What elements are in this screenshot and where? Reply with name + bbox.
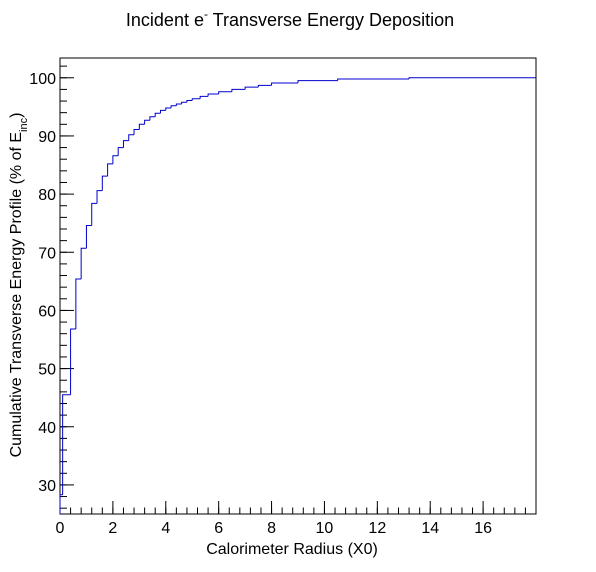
histogram-step bbox=[149, 116, 156, 121]
x-axis-label: Calorimeter Radius (X0) bbox=[206, 541, 378, 558]
histogram-step bbox=[112, 155, 119, 164]
histogram-step bbox=[207, 93, 219, 97]
histogram-step bbox=[218, 91, 232, 95]
y-tick-label: 40 bbox=[38, 420, 56, 437]
y-axis-label: Cumulative Transverse Energy Profile (% … bbox=[8, 113, 30, 458]
histogram-step bbox=[70, 328, 76, 395]
x-tick-label: 14 bbox=[421, 520, 439, 537]
histogram-step bbox=[154, 112, 161, 117]
histogram-step bbox=[138, 123, 145, 130]
histogram-step bbox=[257, 84, 272, 88]
histogram-step bbox=[91, 202, 98, 226]
x-tick-label: 6 bbox=[214, 520, 223, 537]
histogram-step bbox=[144, 119, 150, 125]
histogram-step bbox=[244, 86, 259, 90]
histogram-step bbox=[165, 107, 172, 111]
histogram-step bbox=[170, 105, 177, 109]
histogram-step bbox=[59, 494, 63, 514]
y-label-end: ) bbox=[8, 113, 25, 118]
histogram-step bbox=[175, 103, 182, 106]
y-tick-label: 70 bbox=[38, 245, 56, 262]
y-tick-label: 90 bbox=[38, 129, 56, 146]
histogram-step bbox=[231, 88, 246, 92]
x-tick-label: 8 bbox=[267, 520, 276, 537]
y-tick-label: 100 bbox=[29, 71, 56, 88]
histogram-step bbox=[408, 77, 536, 79]
histogram-step bbox=[199, 95, 209, 99]
x-tick-label: 2 bbox=[108, 520, 117, 537]
histogram-step bbox=[297, 80, 338, 84]
title-main: Incident e bbox=[126, 10, 204, 30]
histogram-step bbox=[186, 99, 193, 103]
y-tick-label: 80 bbox=[38, 187, 56, 204]
histogram-step bbox=[96, 190, 103, 204]
chart-title: Incident e- Transverse Energy Deposition bbox=[126, 7, 454, 30]
histogram-step bbox=[85, 225, 92, 249]
y-tick-label: 50 bbox=[38, 362, 56, 379]
histogram-step bbox=[107, 163, 113, 177]
x-tick-label: 12 bbox=[368, 520, 386, 537]
histogram-step bbox=[122, 140, 129, 148]
histogram-step bbox=[337, 78, 410, 81]
histogram-step bbox=[101, 175, 108, 191]
y-label-sub: inc bbox=[18, 117, 30, 132]
histogram-step bbox=[80, 247, 87, 280]
x-tick-label: 16 bbox=[474, 520, 492, 537]
histogram-step bbox=[128, 134, 135, 141]
histogram-step bbox=[117, 147, 124, 156]
histogram-step bbox=[159, 109, 166, 114]
y-tick-label: 60 bbox=[38, 303, 56, 320]
y-label-main: Cumulative Transverse Energy Profile (% … bbox=[8, 132, 25, 457]
histogram-step bbox=[191, 98, 201, 101]
x-tick-label: 10 bbox=[316, 520, 334, 537]
plot-frame bbox=[59, 57, 537, 515]
title-end: Transverse Energy Deposition bbox=[208, 10, 454, 30]
x-tick-label: 0 bbox=[56, 520, 65, 537]
x-tick-label: 4 bbox=[161, 520, 170, 537]
histogram-step bbox=[271, 82, 298, 86]
y-tick-label: 30 bbox=[38, 478, 56, 495]
histogram-step bbox=[62, 394, 71, 495]
title-sup: - bbox=[204, 7, 208, 21]
histogram-step bbox=[75, 278, 82, 330]
histogram-step bbox=[133, 129, 140, 135]
histogram-step bbox=[181, 101, 187, 104]
